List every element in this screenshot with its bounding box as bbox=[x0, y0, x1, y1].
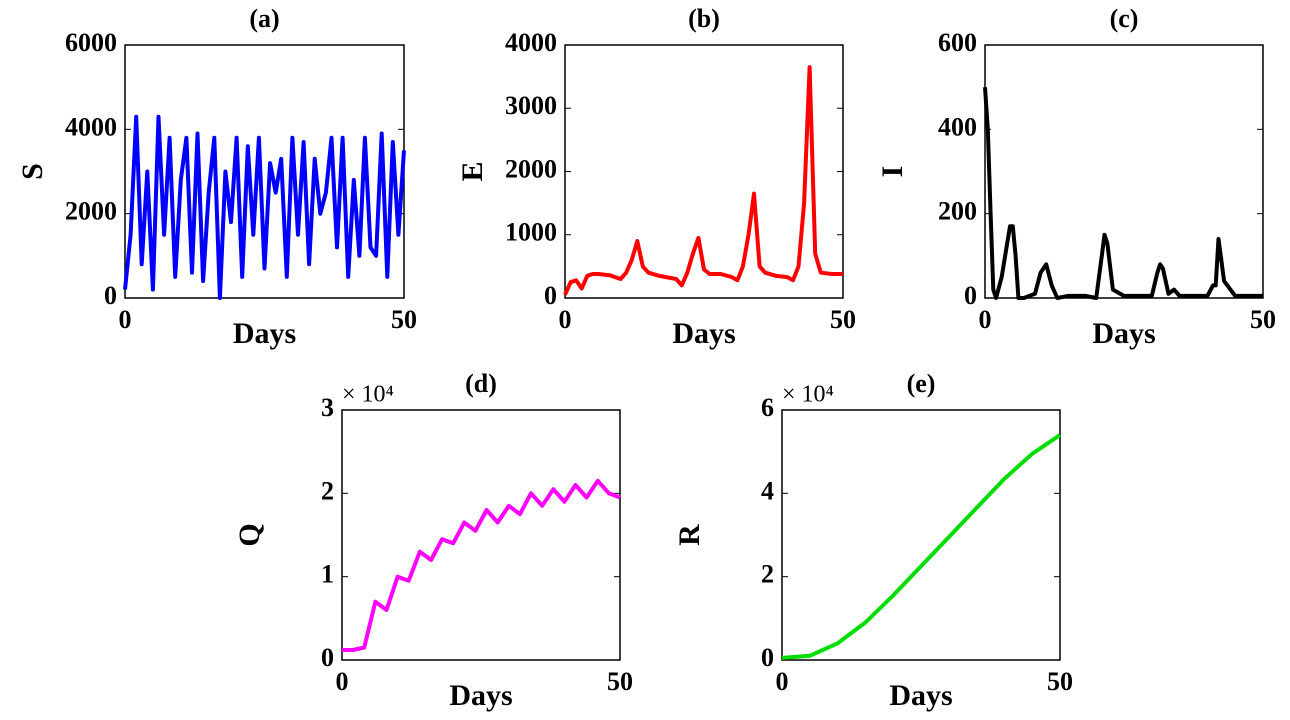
x-tick-label: 0 bbox=[776, 667, 789, 696]
y-tick-label: 0 bbox=[964, 281, 977, 310]
axes-box bbox=[781, 409, 1061, 661]
x-tick-label: 50 bbox=[607, 667, 633, 696]
y-tick-label: 1000 bbox=[505, 218, 557, 247]
data-line bbox=[342, 478, 621, 652]
y-tick-label: 1 bbox=[321, 560, 334, 589]
data-line bbox=[563, 65, 843, 296]
x-tick-label: 50 bbox=[391, 305, 417, 334]
x-axis-label: Days bbox=[1092, 317, 1155, 350]
chart-title: (e) bbox=[907, 369, 936, 398]
y-axis-label: R bbox=[673, 524, 706, 546]
x-tick-label: 0 bbox=[979, 305, 992, 334]
x-axis-label: Days bbox=[449, 679, 512, 712]
y-tick-label: 400 bbox=[938, 112, 977, 141]
y-tick-label: 3 bbox=[321, 393, 334, 422]
y-tick-label: 3000 bbox=[505, 91, 557, 120]
y-multiplier: × 10⁴ bbox=[342, 382, 394, 408]
y-tick-label: 0 bbox=[321, 643, 334, 672]
y-tick-label: 6000 bbox=[65, 28, 117, 57]
x-axis-label: Days bbox=[672, 317, 735, 350]
x-tick-label: 50 bbox=[830, 305, 856, 334]
axes-box bbox=[341, 409, 621, 661]
chart-title: (d) bbox=[465, 369, 497, 398]
y-axis-label: E bbox=[456, 161, 489, 181]
data-line bbox=[123, 114, 406, 300]
y-multiplier: × 10⁴ bbox=[782, 382, 834, 408]
data-line bbox=[983, 87, 1263, 300]
x-tick-label: 0 bbox=[336, 667, 349, 696]
y-tick-label: 0 bbox=[104, 281, 117, 310]
y-tick-label: 6 bbox=[761, 393, 774, 422]
y-axis-label: S bbox=[16, 163, 49, 180]
y-tick-label: 2000 bbox=[65, 197, 117, 226]
data-line bbox=[781, 433, 1062, 660]
x-tick-label: 0 bbox=[119, 305, 132, 334]
y-tick-label: 4 bbox=[761, 476, 774, 505]
y-axis-label: Q bbox=[233, 523, 266, 546]
y-axis-label: I bbox=[876, 166, 909, 178]
y-tick-label: 600 bbox=[938, 28, 977, 57]
y-tick-label: 2 bbox=[321, 476, 334, 505]
chart-title: (b) bbox=[688, 4, 720, 33]
x-tick-label: 50 bbox=[1250, 305, 1276, 334]
axes-box bbox=[984, 44, 1264, 299]
y-tick-label: 2000 bbox=[505, 154, 557, 183]
y-tick-label: 200 bbox=[938, 197, 977, 226]
chart-title: (a) bbox=[249, 4, 279, 33]
chart-title: (c) bbox=[1110, 4, 1139, 33]
x-tick-label: 50 bbox=[1047, 667, 1073, 696]
y-tick-label: 2 bbox=[761, 560, 774, 589]
x-tick-label: 0 bbox=[559, 305, 572, 334]
y-tick-label: 4000 bbox=[505, 28, 557, 57]
x-axis-label: Days bbox=[233, 317, 296, 350]
y-tick-label: 0 bbox=[544, 281, 557, 310]
x-axis-label: Days bbox=[889, 679, 952, 712]
y-tick-label: 0 bbox=[761, 643, 774, 672]
y-tick-label: 4000 bbox=[65, 112, 117, 141]
